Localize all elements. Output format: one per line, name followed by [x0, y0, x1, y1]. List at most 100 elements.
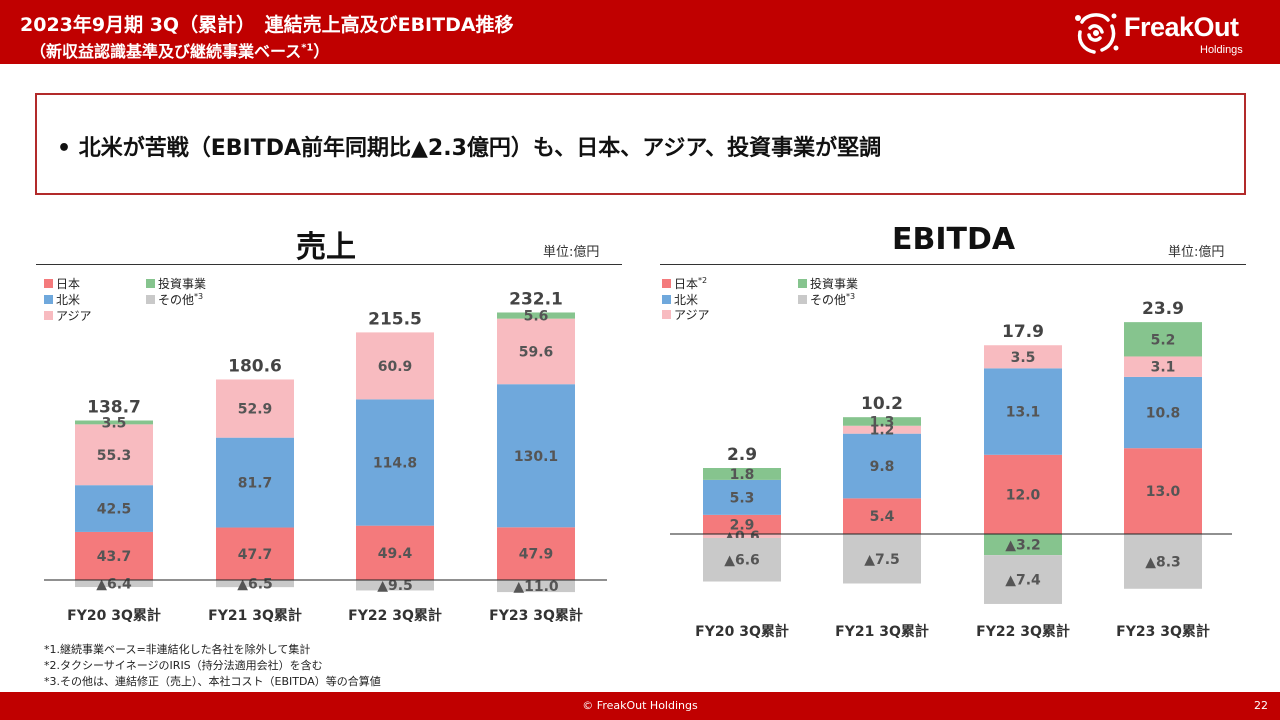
sales-data-label: 43.7: [97, 549, 132, 565]
sales-total-label: 180.6: [228, 356, 282, 376]
sales-data-label: ▲6.5: [237, 577, 273, 593]
ebitda-bar-na: [843, 433, 921, 499]
sales-data-label: 114.8: [373, 456, 417, 472]
sales-category-label: FY22 3Q累計: [348, 607, 442, 624]
legend-asia: アジア: [662, 306, 710, 323]
ebitda-data-label: 1.3: [870, 414, 895, 430]
logo-sub: Holdings: [1200, 44, 1243, 56]
sales-data-label: 5.6: [524, 309, 549, 325]
ebitda-bar-invest: [984, 534, 1062, 556]
ebitda-category-label: FY20 3Q累計: [695, 623, 789, 640]
sales-bar-other: [75, 580, 153, 588]
ebitda-bar-other: [1124, 534, 1202, 589]
legend-swatch: [798, 295, 807, 304]
ebitda-total-label: 10.2: [861, 394, 903, 414]
sales-data-label: 81.7: [238, 476, 273, 492]
sales-data-label: 52.9: [238, 402, 273, 418]
ebitda-data-label: 3.1: [1151, 360, 1176, 376]
legend-swatch: [44, 295, 53, 304]
sales-title-rule: [36, 264, 622, 265]
sales-chart-title: 売上: [296, 230, 356, 265]
legend-other: その他*3: [798, 291, 855, 308]
ebitda-title-rule: [660, 264, 1246, 265]
legend-swatch: [662, 295, 671, 304]
sales-bar-other: [497, 580, 575, 593]
sales-data-label: ▲11.0: [513, 579, 559, 595]
ebitda-bar-asia: [984, 345, 1062, 369]
ebitda-bar-other: [843, 534, 921, 584]
sales-data-label: 49.4: [378, 546, 413, 562]
footer-bar: © FreakOut Holdings 22: [0, 692, 1280, 720]
sales-bar-na: [356, 399, 434, 526]
ebitda-category-label: FY23 3Q累計: [1116, 623, 1210, 640]
legend-swatch: [798, 279, 807, 288]
ebitda-data-label: 13.0: [1146, 484, 1181, 500]
sales-bar-invest: [497, 312, 575, 319]
ebitda-data-label: 5.4: [870, 509, 895, 525]
sales-data-label: 3.5: [102, 415, 127, 431]
logo-name: FreakOut: [1124, 12, 1239, 42]
sales-category-label: FY21 3Q累計: [208, 607, 302, 624]
sales-bar-other: [356, 580, 434, 591]
sales-data-label: 47.7: [238, 547, 273, 563]
sales-bar-other: [216, 580, 294, 588]
legend-invest: 投資事業: [146, 275, 206, 292]
sales-bar-na: [216, 437, 294, 528]
ebitda-chart-title: EBITDA: [892, 222, 1016, 257]
sales-bar-na: [497, 384, 575, 528]
ebitda-bar-na: [984, 368, 1062, 455]
sales-data-label: 130.1: [514, 449, 558, 465]
sales-bar-asia: [75, 424, 153, 486]
ebitda-total-label: 17.9: [1002, 322, 1044, 342]
sales-total-label: 138.7: [87, 398, 141, 418]
sales-data-label: 42.5: [97, 502, 132, 518]
sales-category-label: FY20 3Q累計: [67, 607, 161, 624]
ebitda-data-label: ▲8.3: [1145, 554, 1181, 570]
ebitda-unit-label: 単位:億円: [1168, 245, 1225, 260]
legend-japan: 日本*2: [662, 275, 707, 292]
header-bar: 2023年9月期 3Q（累計） 連結売上高及びEBITDA推移 （新収益認識基準…: [0, 0, 1280, 64]
legend-swatch: [44, 311, 53, 320]
sales-bar-japan: [216, 527, 294, 580]
freakout-logo: FreakOut Holdings: [1072, 6, 1262, 60]
sales-bar-japan: [497, 527, 575, 580]
ebitda-data-label: ▲7.4: [1005, 573, 1041, 589]
ebitda-category-label: FY22 3Q累計: [976, 623, 1070, 640]
sales-bar-asia: [216, 379, 294, 438]
sales-data-label: ▲9.5: [377, 578, 413, 594]
ebitda-data-label: 9.8: [870, 459, 895, 475]
footnote-1: *1.継続事業ベース=非連結化した各社を除外して集計: [44, 643, 311, 656]
sales-bar-invest: [75, 420, 153, 425]
ebitda-bar-japan: [984, 454, 1062, 534]
sales-data-label: 60.9: [378, 359, 413, 375]
ebitda-data-label: ▲3.2: [1005, 538, 1041, 554]
ebitda-bar-na: [1124, 376, 1202, 449]
ebitda-bar-na: [703, 479, 781, 515]
ebitda-bar-invest: [843, 417, 921, 426]
footnote-3: *3.その他は、連結修正（売上）、本社コスト（EBITDA）等の合算値: [44, 675, 381, 688]
sales-bar-asia: [497, 318, 575, 385]
footnote-2: *2.タクシーサイネージのIRIS（持分法適用会社）を含む: [44, 659, 323, 672]
ebitda-bar-other: [703, 537, 781, 582]
legend-swatch: [662, 279, 671, 288]
page-number: 22: [1254, 699, 1268, 712]
sales-unit-label: 単位:億円: [543, 245, 600, 260]
footnotes: *1.継続事業ベース=非連結化した各社を除外して集計 *2.タクシーサイネージの…: [44, 642, 381, 690]
sales-bar-asia: [356, 332, 434, 400]
summary-text: • 北米が苦戦（EBITDA前年同期比▲2.3億円）も、日本、アジア、投資事業が…: [57, 136, 882, 161]
page-subtitle: （新収益認識基準及び継続事業ベース*1）: [30, 42, 330, 61]
legend-na: 北米: [662, 291, 698, 308]
ebitda-data-label: 2.9: [730, 517, 755, 533]
ebitda-data-label: 1.8: [730, 467, 755, 483]
legend-swatch: [146, 295, 155, 304]
ebitda-data-label: ▲7.5: [864, 552, 900, 568]
legend-japan: 日本: [44, 275, 80, 292]
sales-data-label: ▲6.4: [96, 577, 132, 593]
legend-invest: 投資事業: [798, 275, 858, 292]
ebitda-data-label: 5.2: [1151, 332, 1176, 348]
ebitda-data-label: 5.3: [730, 490, 755, 506]
ebitda-bar-other: [984, 555, 1062, 604]
ebitda-data-label: 10.8: [1146, 406, 1181, 422]
ebitda-data-label: ▲6.6: [724, 553, 760, 569]
sales-category-label: FY23 3Q累計: [489, 607, 583, 624]
